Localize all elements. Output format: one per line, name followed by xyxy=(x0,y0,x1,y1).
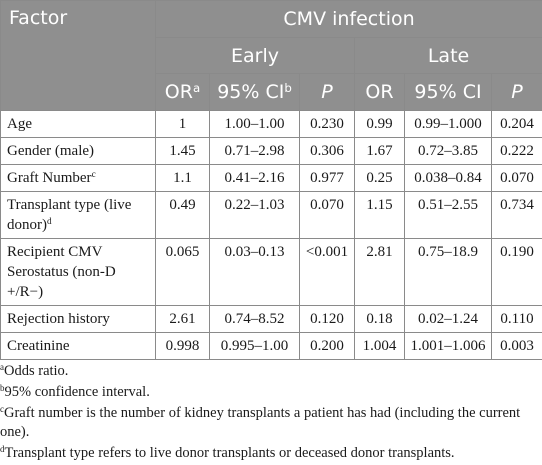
early-ci-header: 95% CIb xyxy=(210,74,300,111)
late-ci-header: 95% CI xyxy=(405,74,492,111)
table-header: Factor CMV infection Early Late ORa 95% … xyxy=(1,1,542,111)
l-p-cell: 0.190 xyxy=(492,239,542,306)
l-ci-cell: 0.75–18.9 xyxy=(405,239,492,306)
l-or-cell: 1.67 xyxy=(355,138,405,165)
l-p-cell: 0.070 xyxy=(492,165,542,192)
l-p-cell: 0.734 xyxy=(492,192,542,239)
l-p-cell: 0.222 xyxy=(492,138,542,165)
late-p-header: P xyxy=(492,74,542,111)
factor-cell: Rejection history xyxy=(1,306,156,333)
e-or-cell: 0.49 xyxy=(156,192,210,239)
footnote: aOdds ratio. xyxy=(0,362,542,381)
table-footnotes: aOdds ratio. b95% confidence interval. cGr… xyxy=(0,362,542,465)
e-or-cell: 0.998 xyxy=(156,333,210,360)
l-or-cell: 1.004 xyxy=(355,333,405,360)
early-or-header: ORa xyxy=(156,74,210,111)
l-ci-cell: 0.51–2.55 xyxy=(405,192,492,239)
e-p-cell: 0.200 xyxy=(300,333,355,360)
late-or-header: OR xyxy=(355,74,405,111)
e-ci-cell: 0.74–8.52 xyxy=(210,306,300,333)
cmv-infection-header: CMV infection xyxy=(156,1,542,38)
factor-cell: Graft Numberc xyxy=(1,165,156,192)
early-p-header: P xyxy=(300,74,355,111)
factor-cell: Age xyxy=(1,111,156,138)
e-p-cell: 0.070 xyxy=(300,192,355,239)
e-p-cell: 0.306 xyxy=(300,138,355,165)
e-ci-cell: 1.00–1.00 xyxy=(210,111,300,138)
e-ci-cell: 0.03–0.13 xyxy=(210,239,300,306)
l-or-cell: 1.15 xyxy=(355,192,405,239)
l-ci-cell: 0.72–3.85 xyxy=(405,138,492,165)
e-p-cell: 0.230 xyxy=(300,111,355,138)
e-p-cell: 0.977 xyxy=(300,165,355,192)
cmv-infection-table: Factor CMV infection Early Late ORa 95% … xyxy=(0,0,542,360)
l-p-cell: 0.003 xyxy=(492,333,542,360)
l-ci-cell: 0.02–1.24 xyxy=(405,306,492,333)
e-or-cell: 1.45 xyxy=(156,138,210,165)
e-p-cell: <0.001 xyxy=(300,239,355,306)
e-ci-cell: 0.41–2.16 xyxy=(210,165,300,192)
l-or-cell: 0.99 xyxy=(355,111,405,138)
l-or-cell: 0.25 xyxy=(355,165,405,192)
l-p-cell: 0.110 xyxy=(492,306,542,333)
e-ci-cell: 0.22–1.03 xyxy=(210,192,300,239)
footnote: cGraft number is the number of kidney tr… xyxy=(0,404,542,442)
e-or-cell: 1 xyxy=(156,111,210,138)
footnote-marker: d xyxy=(47,217,52,227)
factor-cell: Recipient CMV Serostatus (non-D +/R−) xyxy=(1,239,156,306)
l-or-cell: 0.18 xyxy=(355,306,405,333)
e-or-cell: 1.1 xyxy=(156,165,210,192)
l-ci-cell: 0.038–0.84 xyxy=(405,165,492,192)
l-or-cell: 2.81 xyxy=(355,239,405,306)
factor-cell: Gender (male) xyxy=(1,138,156,165)
footnote: dTransplant type refers to live donor tr… xyxy=(0,444,542,463)
factor-header: Factor xyxy=(1,1,156,111)
e-or-cell: 2.61 xyxy=(156,306,210,333)
l-p-cell: 0.204 xyxy=(492,111,542,138)
l-ci-cell: 1.001–1.006 xyxy=(405,333,492,360)
late-header: Late xyxy=(355,38,542,74)
factor-cell: Creatinine xyxy=(1,333,156,360)
factor-cell: Transplant type (live donor)d xyxy=(1,192,156,239)
footnote-marker: c xyxy=(92,170,96,180)
l-ci-cell: 0.99–1.000 xyxy=(405,111,492,138)
e-p-cell: 0.120 xyxy=(300,306,355,333)
e-or-cell: 0.065 xyxy=(156,239,210,306)
e-ci-cell: 0.995–1.00 xyxy=(210,333,300,360)
early-header: Early xyxy=(156,38,355,74)
table-row: Recipient CMV Serostatus (non-D +/R−)0.0… xyxy=(1,239,542,306)
footnote: b95% confidence interval. xyxy=(0,383,542,402)
e-ci-cell: 0.71–2.98 xyxy=(210,138,300,165)
